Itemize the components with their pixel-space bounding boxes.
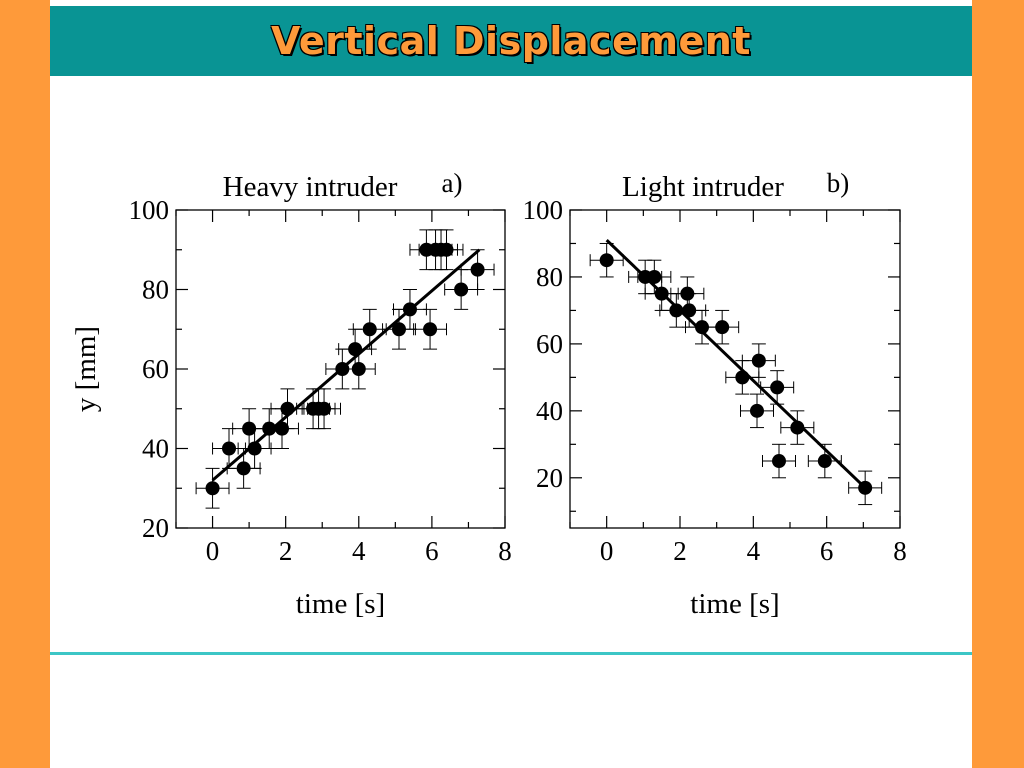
data-point [195, 467, 230, 509]
chart-panel-a: 0 2 4 6 8 20 40 60 80 100 Heavy intruder a) time [s]… [70, 168, 512, 620]
y-tick-label: 40 [142, 434, 169, 464]
point-marker [647, 269, 662, 284]
point-marker [362, 322, 377, 337]
y-tick-label: 100 [129, 195, 170, 225]
point-marker [715, 320, 730, 335]
x-axis-label: time [s] [690, 588, 779, 620]
point-marker [654, 286, 669, 301]
chart-title: Light intruder [622, 171, 784, 203]
x-tick-label: 4 [352, 536, 366, 566]
data-point [762, 443, 796, 479]
point-marker [351, 362, 366, 376]
point-marker [423, 322, 438, 337]
chart-title: Heavy intruder [223, 171, 398, 203]
point-marker [317, 401, 332, 416]
x-axis-label: time [s] [296, 588, 385, 620]
point-marker [790, 420, 805, 435]
plot-frame [569, 209, 901, 529]
point-marker [772, 454, 786, 469]
x-tick-label: 6 [820, 536, 834, 566]
y-tick-label: 40 [536, 396, 563, 426]
point-marker [735, 370, 750, 385]
y-tick-label: 80 [536, 262, 563, 292]
point-marker [750, 403, 764, 418]
data-point [352, 308, 387, 350]
data-point [760, 370, 795, 405]
point-marker [402, 302, 417, 317]
data-point [341, 348, 376, 390]
data-point [413, 308, 448, 350]
data-point [740, 393, 774, 429]
point-marker [247, 441, 262, 456]
left-side-bar [0, 0, 50, 768]
panel-label: b) [827, 168, 850, 198]
data-point [741, 343, 776, 378]
point-marker [858, 480, 873, 495]
y-tick-label: 20 [142, 513, 169, 543]
y-tick-label: 20 [536, 463, 563, 493]
point-marker [770, 380, 785, 395]
panel-label: a) [442, 168, 463, 198]
x-tick-label: 2 [279, 536, 293, 566]
point-marker [751, 353, 766, 368]
right-side-bar [972, 0, 1024, 768]
page-title: Vertical Displacement [271, 19, 751, 63]
data-point [672, 293, 707, 328]
data-point [807, 443, 842, 479]
point-marker [454, 282, 469, 297]
point-marker [222, 441, 237, 456]
header-banner: Vertical Displacement [50, 6, 972, 76]
x-tick-label: 4 [747, 536, 761, 566]
point-marker [205, 481, 220, 496]
point-marker [236, 461, 251, 476]
point-marker [599, 253, 614, 268]
x-tick-label: 0 [600, 536, 614, 566]
x-tick-label: 8 [893, 536, 907, 566]
x-tick-label: 2 [673, 536, 687, 566]
x-tick-label: 0 [206, 536, 220, 566]
y-axis-label: y [mm] [70, 326, 102, 412]
chart-panel-b: 0 2 4 6 8 20 40 60 80 100 Light intruder b) time [s] [523, 168, 907, 620]
x-tick-label: 6 [425, 536, 439, 566]
data-point [705, 309, 740, 345]
y-tick-label: 60 [142, 354, 169, 384]
data-point [382, 308, 416, 350]
data-point [429, 229, 464, 271]
point-marker [280, 401, 295, 416]
point-marker [439, 242, 454, 257]
point-marker [391, 322, 406, 337]
data-point [307, 388, 341, 430]
point-marker [817, 454, 832, 469]
y-tick-label: 100 [523, 195, 564, 225]
y-tick-label: 80 [142, 275, 169, 305]
point-marker [682, 303, 697, 318]
y-tick-label: 60 [536, 329, 563, 359]
data-point [589, 242, 624, 278]
x-tick-label: 8 [498, 536, 512, 566]
data-point [460, 249, 495, 290]
data-point [848, 470, 883, 506]
data-point [780, 410, 815, 445]
data-point [637, 259, 672, 295]
point-marker [470, 262, 485, 277]
bottom-rule [50, 652, 972, 655]
